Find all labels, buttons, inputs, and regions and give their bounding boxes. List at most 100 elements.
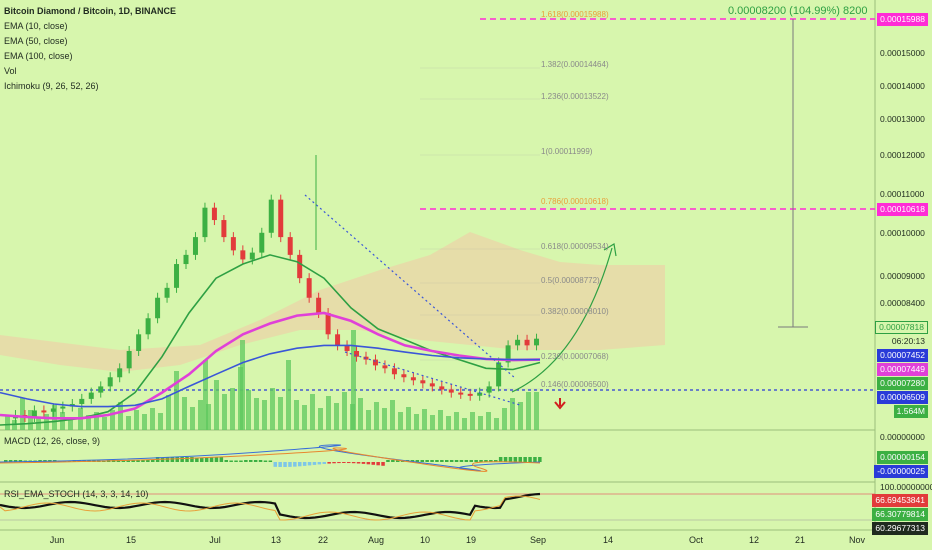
- volume-bar: [230, 388, 235, 430]
- candle-body: [259, 232, 265, 253]
- price-tag-dashed-blue[interactable]: 0.00006509: [877, 391, 928, 404]
- fib-label: 0.786(0.00010618): [541, 197, 609, 206]
- macd-histogram-bar: [430, 460, 434, 462]
- macd-histogram-bar: [420, 460, 424, 462]
- fib-label: 0.5(0.00008772): [541, 276, 600, 285]
- rsi-label[interactable]: RSI_EMA_STOCH (14, 3, 3, 14, 10): [4, 489, 149, 499]
- legend-ema100[interactable]: EMA (100, close): [4, 51, 73, 61]
- x-label: 10: [419, 535, 431, 545]
- candle-body: [439, 386, 445, 390]
- candle-body: [41, 410, 47, 413]
- rsi-tag-3[interactable]: 60.29677313: [872, 522, 928, 535]
- macd-histogram-bar: [165, 457, 170, 462]
- legend-ichimoku[interactable]: Ichimoku (9, 26, 52, 26): [4, 81, 99, 91]
- candle-body: [515, 339, 521, 346]
- macd-histogram-bar: [503, 457, 508, 462]
- candle-body: [249, 252, 255, 260]
- volume-bar: [36, 418, 41, 430]
- rsi-tag-2[interactable]: 66.30779814: [872, 508, 928, 521]
- macd-histogram-bar: [396, 460, 400, 462]
- price-tag-volume[interactable]: 1.564M: [893, 405, 928, 418]
- candle-body: [268, 199, 274, 233]
- volume-bar: [438, 410, 443, 430]
- candle-body: [145, 318, 151, 335]
- macd-histogram-bar: [67, 460, 72, 462]
- macd-histogram-bar: [298, 462, 302, 467]
- price-tag-ema-green[interactable]: 0.00007280: [877, 377, 928, 390]
- candle-body: [79, 398, 85, 404]
- macd-histogram-bar: [214, 457, 219, 462]
- macd-axis-top: 0.00000000: [880, 432, 925, 442]
- price-tag-last[interactable]: 0.00007818: [875, 321, 928, 334]
- macd-tag-1[interactable]: 0.00000154: [877, 451, 928, 464]
- volume-bar: [102, 417, 107, 430]
- volume-bar: [430, 415, 435, 430]
- volume-bar: [534, 392, 539, 430]
- macd-histogram-bar: [366, 462, 371, 465]
- macd-histogram-bar: [469, 460, 473, 462]
- trend-line: [304, 194, 516, 379]
- macd-histogram-bar: [234, 460, 238, 462]
- rsi-line: [0, 492, 541, 520]
- indicator-legend: Bitcoin Diamond / Bitcoin, 1D, BINANCE E…: [4, 4, 176, 94]
- macd-histogram-bar: [141, 460, 145, 462]
- volume-bar: [334, 403, 339, 430]
- volume-bar: [454, 412, 459, 430]
- x-label: 19: [465, 535, 477, 545]
- macd-histogram-bar: [351, 462, 356, 464]
- macd-histogram-bar: [410, 460, 415, 462]
- candle-body: [183, 254, 189, 265]
- rsi-tag-1[interactable]: 66.69453841: [872, 494, 928, 507]
- x-label: 15: [125, 535, 137, 545]
- price-tag-ema-blue[interactable]: 0.00007452: [877, 349, 928, 362]
- volume-bar: [518, 402, 523, 430]
- candle-body: [477, 392, 483, 396]
- macd-histogram-bar: [121, 460, 126, 462]
- ichimoku-cloud: [0, 232, 665, 372]
- candle-body: [88, 392, 94, 399]
- legend-vol[interactable]: Vol: [4, 66, 17, 76]
- price-tag-magenta-top[interactable]: 0.00015988: [877, 13, 928, 26]
- volume-bar: [86, 415, 91, 430]
- volume-bar: [478, 416, 483, 430]
- volume-bar: [326, 396, 331, 430]
- macd-label[interactable]: MACD (12, 26, close, 9): [4, 436, 101, 446]
- volume-bar: [390, 400, 395, 430]
- volume-bar: [358, 398, 363, 430]
- volume-bar: [68, 418, 73, 430]
- price-tag-ema-pink[interactable]: 0.00007449: [877, 363, 928, 376]
- macd-tag-2[interactable]: -0.00000025: [874, 465, 928, 478]
- macd-histogram-bar: [484, 460, 488, 462]
- macd-histogram-bar: [258, 460, 263, 462]
- macd-histogram-bar: [204, 457, 209, 462]
- macd-histogram-bar: [528, 457, 532, 462]
- candle-body: [211, 207, 217, 221]
- macd-histogram-bar: [342, 462, 346, 464]
- macd-histogram-bar: [190, 457, 194, 462]
- macd-histogram-bar: [263, 460, 268, 462]
- candle-body: [230, 237, 236, 251]
- y-tick: 0.00009000: [880, 271, 925, 281]
- macd-histogram-bar: [459, 460, 464, 462]
- volume-bar: [510, 398, 515, 430]
- x-label: Aug: [367, 535, 385, 545]
- volume-bar: [526, 392, 531, 430]
- volume-bar: [203, 360, 208, 430]
- price-tag-magenta-mid[interactable]: 0.00010618: [877, 203, 928, 216]
- candle-body: [221, 220, 227, 238]
- macd-histogram-bar: [136, 460, 140, 462]
- volume-bar: [446, 416, 451, 430]
- candle-body: [98, 386, 104, 393]
- rsi-signal-line: [0, 495, 541, 521]
- legend-ema50[interactable]: EMA (50, close): [4, 36, 68, 46]
- candle-body: [325, 313, 331, 335]
- macd-histogram-bar: [195, 457, 199, 462]
- fib-label: 1.618(0.00015988): [541, 10, 609, 19]
- macd-histogram-bar: [518, 457, 522, 462]
- macd-histogram-bar: [513, 457, 518, 462]
- volume-bar: [190, 407, 195, 430]
- countdown-tag: 06:20:13: [888, 335, 928, 348]
- legend-ema10[interactable]: EMA (10, close): [4, 21, 68, 31]
